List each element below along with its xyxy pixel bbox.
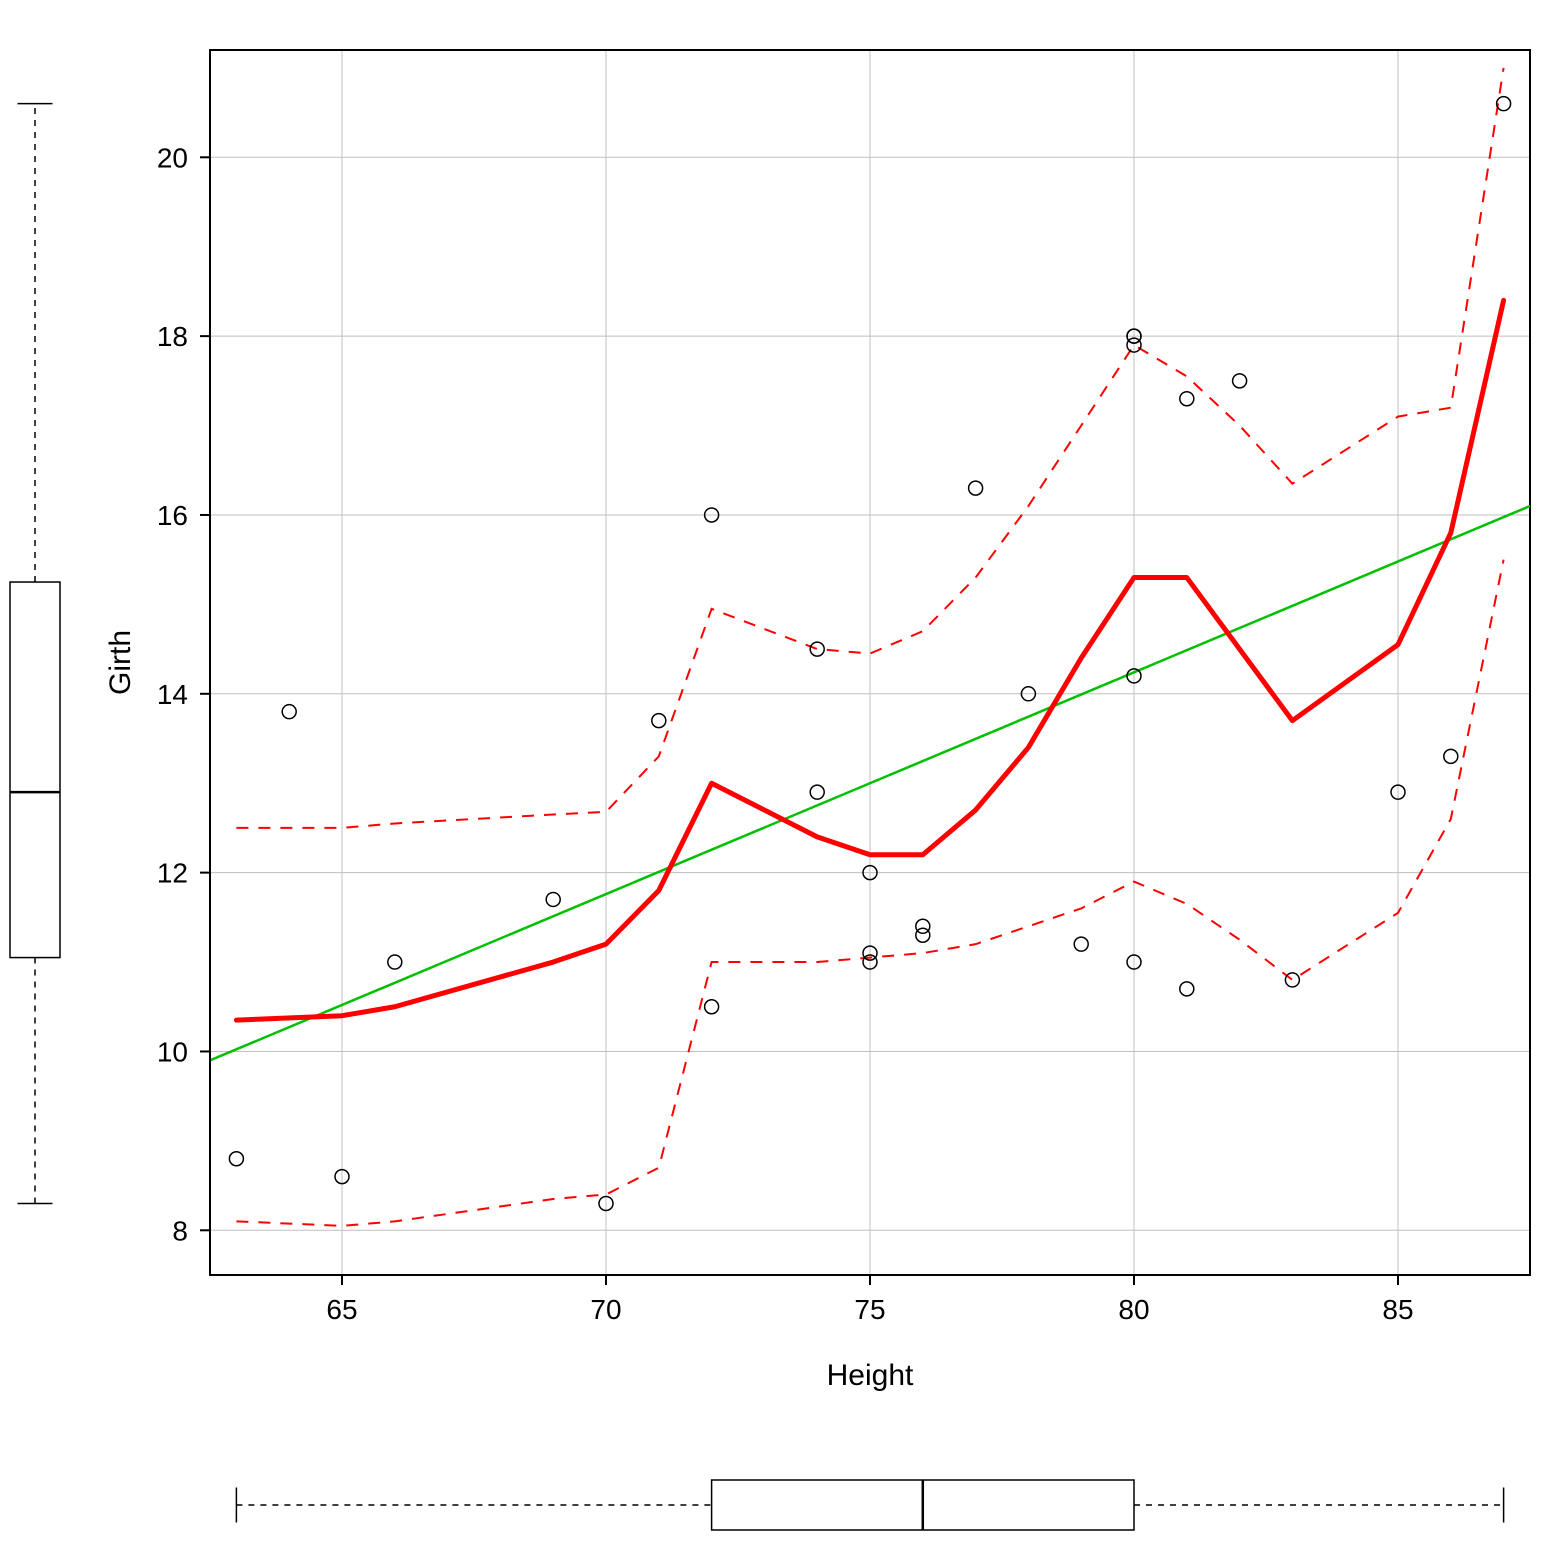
y-tick-label: 14 bbox=[157, 679, 188, 710]
data-point bbox=[810, 785, 824, 799]
data-point bbox=[546, 892, 560, 906]
boxplot-x bbox=[236, 1480, 1503, 1530]
data-point bbox=[705, 1000, 719, 1014]
grid bbox=[210, 50, 1530, 1275]
data-point bbox=[810, 642, 824, 656]
data-point bbox=[652, 714, 666, 728]
data-point bbox=[388, 955, 402, 969]
y-tick-label: 16 bbox=[157, 500, 188, 531]
data-point bbox=[916, 919, 930, 933]
x-tick-label: 85 bbox=[1382, 1294, 1413, 1325]
data-point bbox=[1233, 374, 1247, 388]
x-tick-label: 65 bbox=[326, 1294, 357, 1325]
y-tick-label: 12 bbox=[157, 858, 188, 889]
y-tick-label: 20 bbox=[157, 142, 188, 173]
data-point bbox=[1285, 973, 1299, 987]
data-point bbox=[1180, 392, 1194, 406]
scatter-chart: 65 70 75 80 85 Height 8 10 12 14 16 18 20 Girth bbox=[0, 0, 1565, 1565]
data-point bbox=[282, 705, 296, 719]
x-tick-label: 80 bbox=[1118, 1294, 1149, 1325]
y-tick-label: 10 bbox=[157, 1036, 188, 1067]
data-point bbox=[1444, 749, 1458, 763]
data-point bbox=[229, 1152, 243, 1166]
x-tick-label: 70 bbox=[590, 1294, 621, 1325]
y-tick-label: 8 bbox=[172, 1215, 188, 1246]
data-point bbox=[1074, 937, 1088, 951]
y-tick-label: 18 bbox=[157, 321, 188, 352]
x-tick-label: 75 bbox=[854, 1294, 885, 1325]
chart-container: 65 70 75 80 85 Height 8 10 12 14 16 18 20 Girth bbox=[0, 0, 1565, 1565]
y-axis-label: Girth bbox=[104, 630, 137, 695]
data-point bbox=[1180, 982, 1194, 996]
x-axis-label: Height bbox=[827, 1359, 914, 1392]
data-point bbox=[969, 481, 983, 495]
boxplot-y bbox=[10, 104, 60, 1204]
